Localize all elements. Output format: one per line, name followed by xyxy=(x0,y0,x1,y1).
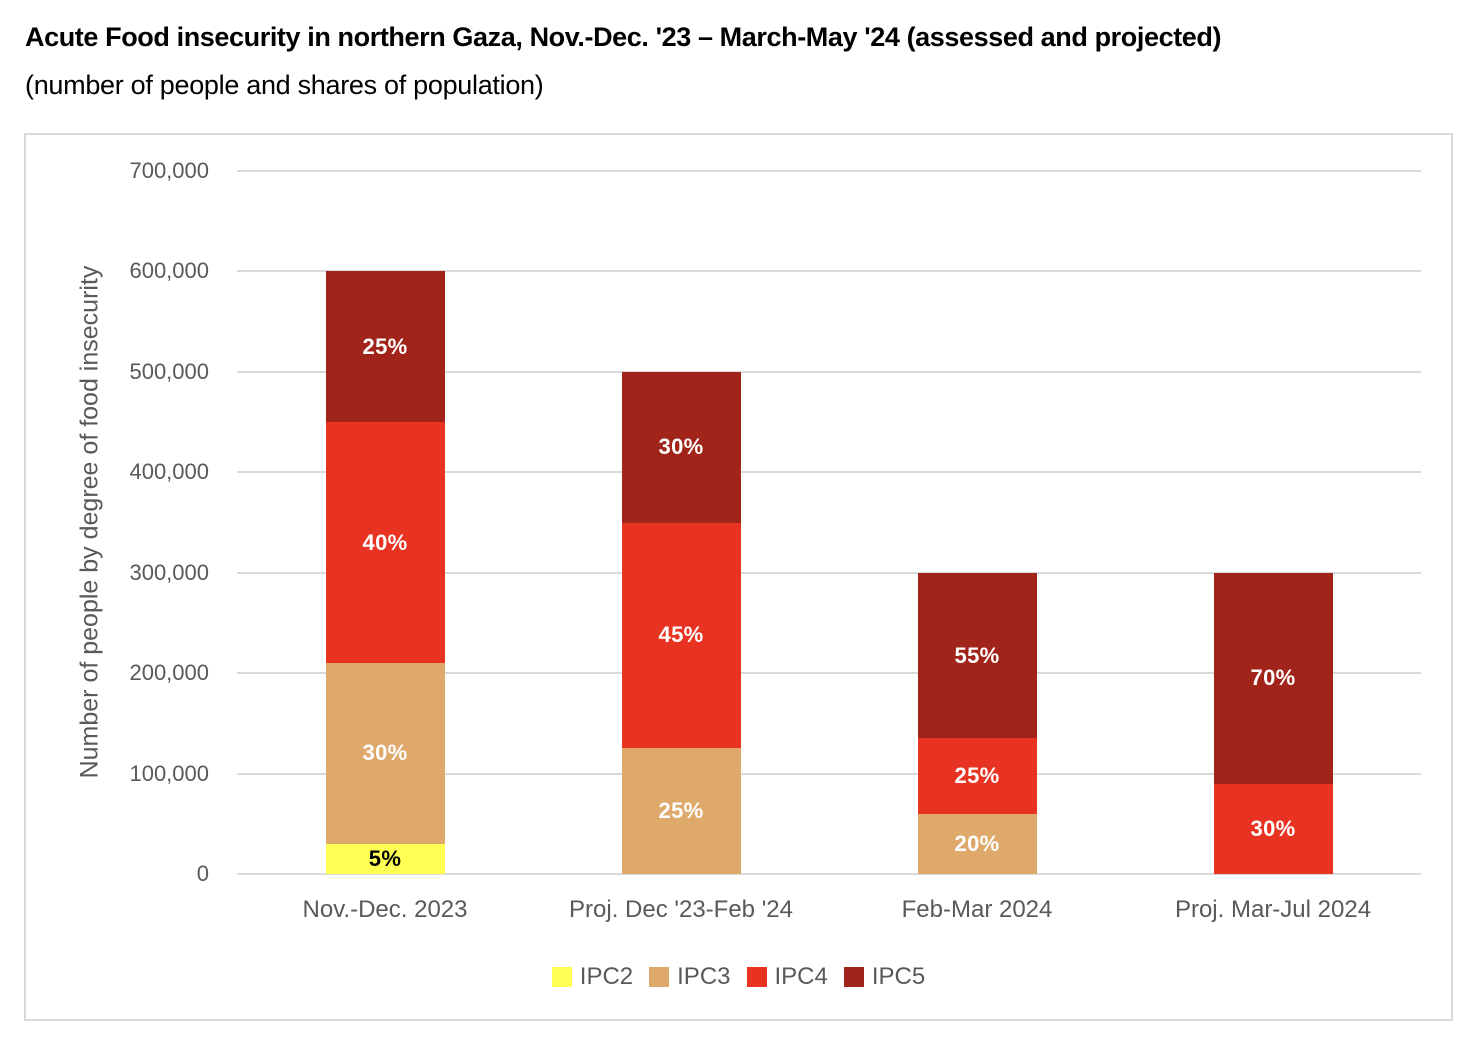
gridline xyxy=(237,672,1421,675)
bar-segment-label: 30% xyxy=(658,434,704,460)
bar-segment-ipc4: 25% xyxy=(917,738,1037,814)
x-category-label: Proj. Dec '23-Feb '24 xyxy=(569,896,793,923)
legend-label: IPC5 xyxy=(871,963,926,990)
legend-swatch-ipc3 xyxy=(649,967,670,987)
y-tick-label: 700,000 xyxy=(129,158,209,183)
bar-segment-ipc3: 30% xyxy=(325,663,445,844)
legend-item-ipc2: IPC2 xyxy=(551,963,634,991)
bar-segment-label: 30% xyxy=(1250,815,1296,841)
bar-segment-label: 45% xyxy=(658,622,704,648)
bar-segment-label: 25% xyxy=(954,763,1000,789)
legend-label: IPC4 xyxy=(774,963,828,990)
bar-segment-ipc4: 30% xyxy=(1213,783,1333,874)
gridline xyxy=(237,873,1421,875)
legend-label: IPC3 xyxy=(677,963,731,990)
bar-segment-ipc4: 40% xyxy=(325,422,445,664)
legend-item-ipc5: IPC5 xyxy=(843,963,926,991)
chart-subtitle: (number of people and shares of populati… xyxy=(25,70,544,100)
bar-segment-label: 25% xyxy=(362,333,408,359)
chart-frame: Number of people by degree of food insec… xyxy=(24,133,1453,1021)
gridline xyxy=(237,270,1421,273)
y-tick-label: 0 xyxy=(196,861,209,886)
gridline xyxy=(237,772,1421,775)
y-tick-label: 300,000 xyxy=(129,559,209,585)
chart-title: Acute Food insecurity in northern Gaza, … xyxy=(25,22,1222,52)
bar-segment-ipc5: 70% xyxy=(1213,572,1333,784)
gridline xyxy=(237,471,1421,474)
bar-segment-label: 25% xyxy=(658,798,704,824)
x-category-label: Proj. Mar-Jul 2024 xyxy=(1174,896,1372,923)
bar-segment-ipc3: 20% xyxy=(917,813,1037,874)
bar-segment-label: 40% xyxy=(362,529,408,555)
x-category-label: Feb-Mar 2024 xyxy=(901,896,1053,923)
y-tick-label: 500,000 xyxy=(129,358,209,384)
bar-segment-label: 55% xyxy=(954,642,1000,668)
bar-segment-ipc5: 55% xyxy=(917,572,1037,739)
y-tick-label: 200,000 xyxy=(129,660,209,686)
y-tick-label: 600,000 xyxy=(129,258,209,284)
legend-swatch-ipc5 xyxy=(843,967,864,987)
legend-item-ipc3: IPC3 xyxy=(649,963,731,991)
y-axis-title: Number of people by degree of food insec… xyxy=(75,265,104,779)
legend-label: IPC2 xyxy=(579,963,634,990)
y-tick-label: 400,000 xyxy=(129,459,209,485)
legend-swatch-ipc4 xyxy=(746,967,767,987)
legend-item-ipc4: IPC4 xyxy=(746,963,828,991)
bar-segment-label: 5% xyxy=(368,845,402,871)
y-tick-label: 100,000 xyxy=(129,760,209,786)
bar-segment-label: 20% xyxy=(954,830,1000,856)
bar-segment-ipc4: 45% xyxy=(621,522,741,749)
bar-segment-ipc5: 30% xyxy=(621,371,741,523)
gridline xyxy=(237,170,1421,172)
bar-segment-ipc5: 25% xyxy=(325,271,445,423)
bar-segment-ipc2: 5% xyxy=(325,843,445,874)
bar-segment-label: 30% xyxy=(362,740,408,766)
legend: IPC2 IPC3 IPC4 IPC5 xyxy=(26,963,1451,991)
bar-segment-label: 70% xyxy=(1250,665,1296,691)
plot-area: 0 100,000 200,000 300,000 400,000 500,000 600,… xyxy=(129,158,1421,923)
legend-swatch-ipc2 xyxy=(551,967,572,987)
gridline xyxy=(237,370,1421,373)
x-category-label: Nov.-Dec. 2023 xyxy=(302,896,468,923)
gridline xyxy=(237,571,1421,574)
bar-segment-ipc3: 25% xyxy=(621,748,741,874)
